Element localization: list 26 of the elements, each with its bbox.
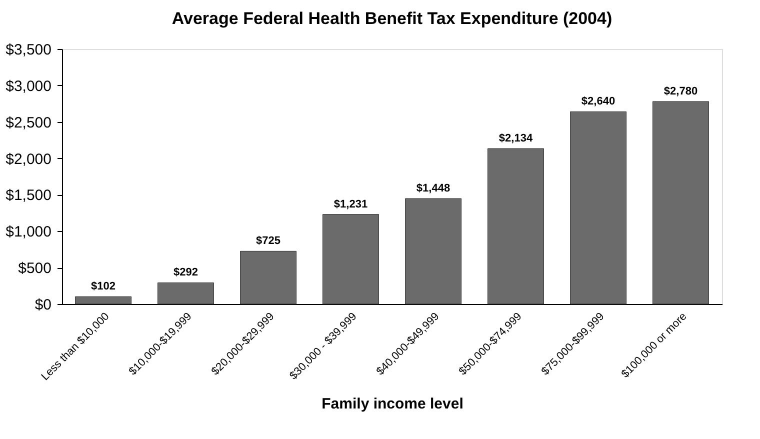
y-tick-label: $1,000 [6, 224, 52, 241]
bar [240, 250, 296, 304]
y-tick-label: $2,500 [6, 114, 52, 132]
y-tick-label: $500 [18, 260, 52, 278]
bar [75, 296, 132, 304]
bar [570, 111, 626, 304]
data-label: $2,640 [581, 96, 616, 108]
bar [405, 198, 462, 304]
bar [322, 214, 379, 304]
y-tick-label: $2,000 [6, 150, 52, 168]
data-label: $2,780 [664, 85, 698, 98]
data-label: $2,134 [498, 132, 534, 145]
y-tick-label: $1,500 [6, 187, 52, 204]
chart-title: Average Federal Health Benefit Tax Expenditure (2004) [172, 9, 612, 28]
bar [652, 101, 709, 304]
bar [158, 282, 214, 304]
data-label: $292 [174, 266, 198, 279]
y-tick-label: $3,000 [6, 78, 52, 95]
bar [488, 148, 544, 304]
data-label: $1,231 [334, 198, 368, 210]
data-label: $1,448 [416, 182, 450, 195]
data-label: $102 [91, 280, 116, 293]
data-label: $725 [256, 235, 280, 248]
y-tick-label: $0 [34, 296, 52, 314]
y-tick-label: $3,500 [6, 42, 52, 58]
x-axis-title: Family income level [322, 395, 464, 412]
